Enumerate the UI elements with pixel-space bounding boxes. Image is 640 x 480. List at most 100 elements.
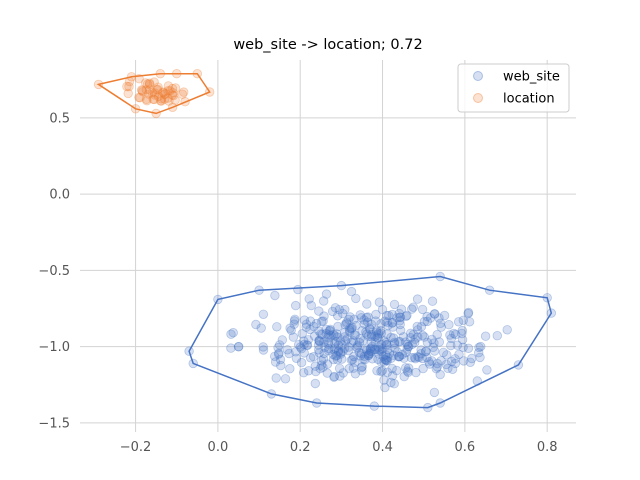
point-web-site [346, 286, 357, 297]
point-web-site [429, 387, 440, 398]
x-tick-label: 0.4 [372, 440, 393, 455]
point-web-site [334, 363, 345, 374]
point-web-site [316, 360, 327, 370]
hull-web-site [188, 275, 553, 409]
point-web-site [420, 347, 431, 357]
point-web-site [309, 331, 320, 341]
point-location [142, 79, 153, 89]
point-web-site [338, 368, 348, 378]
point-web-site [430, 309, 440, 319]
point-web-site [383, 320, 393, 331]
point-location [144, 79, 155, 90]
point-location [124, 81, 134, 92]
point-web-site [363, 350, 374, 361]
point-web-site [395, 319, 405, 330]
point-web-site [408, 302, 419, 312]
x-tick-label: −0.2 [120, 440, 152, 455]
point-web-site [379, 375, 389, 385]
point-location [168, 88, 178, 98]
point-web-site [411, 367, 421, 378]
point-web-site [305, 353, 316, 363]
point-web-site [291, 347, 301, 357]
point-location [153, 91, 164, 102]
point-web-site [339, 343, 350, 353]
point-web-site [372, 333, 383, 343]
point-location [163, 86, 173, 96]
point-location [149, 90, 160, 100]
point-web-site [435, 369, 445, 380]
point-web-site [316, 329, 326, 339]
x-tick-label: 0.0 [208, 440, 229, 455]
point-web-site [439, 310, 450, 321]
point-web-site [404, 341, 414, 352]
point-web-site [373, 328, 384, 339]
point-web-site [476, 341, 486, 352]
point-web-site [360, 354, 370, 365]
point-web-site [463, 343, 474, 354]
point-web-site [388, 350, 399, 360]
point-web-site [329, 371, 340, 382]
point-web-site [349, 330, 360, 340]
point-web-site [380, 316, 390, 326]
point-web-site [270, 351, 280, 362]
point-web-site [359, 315, 369, 325]
point-location [170, 83, 181, 93]
point-web-site [328, 329, 339, 340]
point-web-site [355, 334, 365, 344]
point-web-site [442, 350, 452, 360]
point-web-site [284, 348, 294, 359]
point-web-site [377, 346, 387, 357]
point-web-site [316, 356, 327, 366]
x-tick-label: 0.6 [455, 440, 476, 455]
point-web-site [356, 362, 367, 373]
point-web-site [376, 319, 386, 329]
point-web-site [348, 355, 358, 365]
point-web-site [367, 354, 378, 364]
point-location [153, 82, 163, 92]
point-web-site [356, 313, 367, 323]
point-web-site [310, 361, 321, 371]
point-web-site [355, 351, 366, 361]
point-web-site [419, 316, 430, 327]
point-web-site [413, 332, 423, 342]
point-location [138, 87, 148, 97]
point-web-site [381, 355, 392, 366]
point-web-site [419, 332, 430, 342]
point-web-site [345, 312, 355, 322]
point-web-site [416, 349, 426, 359]
point-web-site [399, 353, 409, 363]
point-web-site [340, 327, 350, 338]
point-web-site [289, 319, 299, 329]
point-web-site [322, 368, 333, 378]
point-location [122, 81, 132, 92]
legend-label-location: location [503, 92, 555, 107]
point-web-site [358, 336, 368, 346]
point-web-site [429, 309, 440, 319]
point-web-site [365, 324, 375, 334]
point-location [165, 86, 175, 96]
point-web-site [394, 351, 404, 362]
point-web-site [402, 339, 413, 350]
point-web-site [324, 344, 334, 354]
point-web-site [302, 340, 312, 350]
point-web-site [357, 366, 367, 376]
point-web-site [492, 331, 503, 341]
point-web-site [258, 309, 269, 320]
point-web-site [347, 322, 357, 333]
point-web-site [425, 359, 435, 369]
point-location [140, 78, 151, 88]
point-web-site [346, 355, 357, 365]
point-web-site [413, 352, 423, 362]
point-web-site [328, 354, 339, 365]
point-web-site [446, 333, 457, 344]
point-web-site [422, 316, 433, 327]
point-web-site [403, 367, 413, 378]
point-web-site [319, 337, 329, 347]
point-web-site [362, 345, 372, 356]
point-web-site [317, 329, 327, 340]
point-web-site [401, 311, 411, 322]
point-web-site [381, 339, 392, 350]
point-web-site [226, 343, 236, 353]
point-web-site [325, 324, 336, 335]
point-web-site [342, 334, 352, 344]
